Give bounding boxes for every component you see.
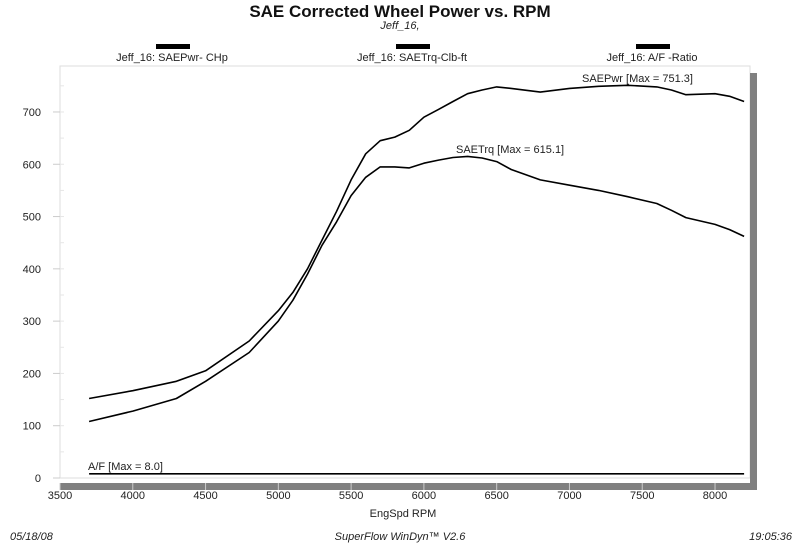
footer-time: 19:05:36 bbox=[749, 531, 792, 543]
series-annotation: A/F [Max = 8.0] bbox=[88, 461, 163, 473]
footer-date: 05/18/08 bbox=[10, 531, 53, 543]
x-tick-label: 7500 bbox=[630, 490, 654, 502]
chart-title: SAE Corrected Wheel Power vs. RPM bbox=[249, 2, 551, 21]
y-tick-label: 700 bbox=[23, 107, 41, 119]
plot-shadow-right bbox=[750, 73, 757, 490]
legend-label-saepwr: Jeff_16: SAEPwr- CHp bbox=[116, 52, 228, 64]
x-tick-label: 6500 bbox=[484, 490, 508, 502]
series-line-saepwr bbox=[88, 84, 745, 400]
y-axis: 0 100 200 300 400 500 600 700 bbox=[23, 107, 60, 485]
legend-swatch-saetrq bbox=[396, 44, 430, 49]
x-tick-label: 7000 bbox=[557, 490, 581, 502]
y-tick-label: 300 bbox=[23, 316, 41, 328]
x-tick-label: 6000 bbox=[412, 490, 436, 502]
y-tick-label: 200 bbox=[23, 368, 41, 380]
series-group bbox=[88, 84, 745, 475]
y-tick-label: 400 bbox=[23, 264, 41, 276]
legend-swatch-saepwr bbox=[156, 44, 190, 49]
footer-software: SuperFlow WinDyn™ V2.6 bbox=[334, 531, 466, 543]
chart-subtitle: Jeff_16, bbox=[380, 20, 420, 32]
legend-label-saetrq: Jeff_16: SAETrq-Clb-ft bbox=[356, 52, 468, 64]
x-tick-label: 3500 bbox=[48, 490, 72, 502]
plot-shadow-bottom bbox=[60, 483, 757, 490]
legend-label-af: Jeff_16: A/F -Ratio bbox=[606, 52, 698, 64]
plot-area bbox=[59, 65, 751, 479]
annotations: SAEPwr [Max = 751.3] SAETrq [Max = 615.1]… bbox=[88, 73, 693, 473]
x-tick-label: 5500 bbox=[339, 490, 363, 502]
x-tick-label: 5000 bbox=[266, 490, 290, 502]
series-annotation: SAEPwr [Max = 751.3] bbox=[582, 73, 693, 85]
y-tick-label: 600 bbox=[23, 159, 41, 171]
x-tick-label: 8000 bbox=[703, 490, 727, 502]
legend-swatch-af bbox=[636, 44, 670, 49]
y-tick-label: 500 bbox=[23, 212, 41, 224]
x-axis-label: EngSpd RPM bbox=[370, 508, 437, 520]
x-axis: 3500 4000 4500 5000 5500 6000 6500 7000 7500 8000 bbox=[48, 483, 727, 502]
x-tick-label: 4500 bbox=[193, 490, 217, 502]
y-tick-label: 100 bbox=[23, 421, 41, 433]
grid bbox=[60, 85, 64, 453]
y-tick-label: 0 bbox=[35, 473, 41, 485]
series-line-saetrq bbox=[88, 155, 745, 423]
series-annotation: SAETrq [Max = 615.1] bbox=[456, 144, 564, 156]
x-tick-label: 4000 bbox=[121, 490, 145, 502]
